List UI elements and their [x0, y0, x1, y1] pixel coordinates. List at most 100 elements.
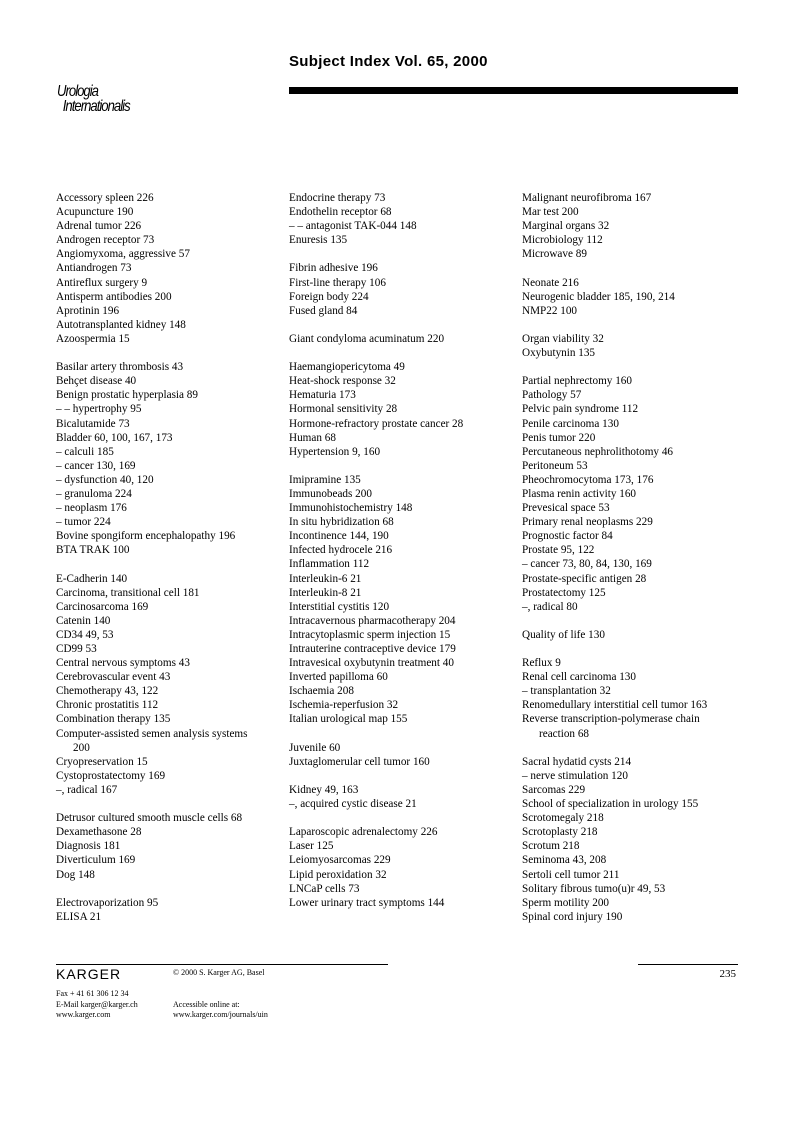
letter-group-spacer [522, 614, 757, 628]
index-entry: Microbiology 112 [522, 234, 603, 247]
index-entry: ELISA 21 [56, 910, 102, 923]
index-column-2: Endocrine therapy 73 Endothelin receptor … [289, 191, 524, 910]
index-entry: Antisperm antibodies 200 [56, 290, 172, 303]
index-entry: Organ viability 32 [522, 332, 604, 345]
index-entry: Infected hydrocele 216 [289, 544, 393, 557]
index-entry: – cancer 73, 80, 84, 130, 169 [522, 558, 652, 571]
index-entry: Imipramine 135 [289, 473, 361, 486]
index-entry: Antiandrogen 73 [56, 262, 132, 275]
index-entry: Catenin 140 [56, 614, 111, 627]
index-entry: Renal cell carcinoma 130 [522, 671, 636, 684]
index-entry: Malignant neurofibroma 167 [522, 192, 652, 204]
index-entry: Penile carcinoma 130 [522, 417, 619, 430]
index-entry: E-Cadherin 140 [56, 572, 128, 585]
letter-group-spacer [289, 811, 524, 825]
index-entry: Hormone-refractory prostate cancer 28 [289, 417, 464, 430]
index-entry: Pelvic pain syndrome 112 [522, 403, 639, 416]
index-entry: CD34 49, 53 [56, 628, 114, 641]
index-entry: Inflammation 112 [289, 558, 370, 571]
letter-group-spacer [522, 642, 757, 656]
index-entry: Interleukin-6 21 [289, 572, 362, 585]
letter-group-spacer [56, 346, 291, 360]
index-entry: Juvenile 60 [289, 741, 341, 754]
index-entry: Seminoma 43, 208 [522, 854, 607, 867]
index-entry: Prostatectomy 125 [522, 586, 606, 599]
index-entry: Primary renal neoplasms 229 [522, 516, 653, 529]
page-number: 235 [719, 968, 737, 980]
index-entry: Quality of life 130 [522, 628, 605, 641]
index-entry: Cerebrovascular event 43 [56, 671, 171, 684]
index-entry: Microwave 89 [522, 248, 587, 261]
letter-group-spacer [289, 346, 524, 360]
copyright: © 2000 S. Karger AG, Basel [173, 968, 265, 977]
index-entry: NMP22 100 [522, 304, 578, 317]
index-entry: Carcinoma, transitional cell 181 [56, 586, 200, 599]
index-entry: Heat-shock response 32 [289, 375, 396, 388]
index-entry: Interstitial cystitis 120 [289, 600, 390, 613]
index-entry: Hematuria 173 [289, 389, 356, 402]
index-entry: Enuresis 135 [289, 234, 348, 247]
email-link[interactable]: E-Mail karger@karger.ch [56, 1000, 138, 1009]
index-entry: Prostate 95, 122 [522, 544, 595, 557]
index-entry: Cryopreservation 15 [56, 755, 148, 768]
logo-line-2: Internationalis [62, 98, 131, 115]
index-entry: Intracytoplasmic sperm injection 15 [289, 628, 451, 641]
publisher-logo: KARGER [56, 966, 122, 982]
index-entry: Basilar artery thrombosis 43 [56, 361, 184, 374]
index-entry: Diverticulum 169 [56, 854, 136, 867]
index-entry: Autotransplanted kidney 148 [56, 318, 186, 331]
index-entry: Laser 125 [289, 840, 334, 853]
index-entry-continuation: reaction 68 [539, 727, 590, 740]
website-link[interactable]: www.karger.com [56, 1010, 111, 1019]
footer-rule-right [638, 964, 738, 965]
index-entry: Pathology 57 [522, 389, 582, 402]
index-entry: In situ hybridization 68 [289, 516, 394, 529]
index-entry: Fibrin adhesive 196 [289, 262, 378, 275]
index-entry: Prognostic factor 84 [522, 530, 613, 543]
index-entry: Marginal organs 32 [522, 220, 610, 233]
index-entry: Lower urinary tract symptoms 144 [289, 896, 445, 909]
index-entry: Behçet disease 40 [56, 375, 137, 388]
index-entry: Percutaneous nephrolithotomy 46 [522, 445, 674, 458]
index-entry: – tumor 224 [56, 516, 111, 529]
index-entry: Androgen receptor 73 [56, 234, 155, 247]
index-entry: – transplantation 32 [522, 685, 611, 698]
index-entry: First-line therapy 106 [289, 276, 386, 289]
index-entry: Immunobeads 200 [289, 487, 372, 500]
index-entry: Scrotum 218 [522, 840, 580, 853]
online-url-link[interactable]: www.karger.com/journals/uin [173, 1010, 268, 1019]
footer-rule-left [56, 964, 388, 965]
header-bar [289, 87, 738, 94]
letter-group-spacer [56, 797, 291, 811]
index-entry: Detrusor cultured smooth muscle cells 68 [56, 812, 243, 825]
index-entry-continuation: 200 [73, 741, 90, 754]
index-entry: Dog 148 [56, 868, 95, 881]
index-entry: Solitary fibrous tumo(u)r 49, 53 [522, 882, 666, 895]
index-entry: Aprotinin 196 [56, 304, 120, 317]
index-entry: Prevesical space 53 [522, 502, 610, 515]
index-entry: Combination therapy 135 [56, 713, 171, 726]
index-entry: Hormonal sensitivity 28 [289, 403, 398, 416]
page-title: Subject Index Vol. 65, 2000 [289, 53, 488, 70]
index-entry: Chronic prostatitis 112 [56, 699, 159, 712]
letter-group-spacer [522, 261, 757, 275]
index-entry: Central nervous symptoms 43 [56, 657, 190, 670]
journal-logo: Urologia Internationalis [57, 84, 131, 115]
letter-group-spacer [289, 318, 524, 332]
index-entry: CD99 53 [56, 643, 97, 655]
index-entry: – granuloma 224 [56, 487, 132, 500]
index-entry: Inverted papilloma 60 [289, 671, 388, 684]
letter-group-spacer [522, 318, 757, 332]
index-entry: Adrenal tumor 226 [56, 220, 142, 233]
index-entry: Endocrine therapy 73 [289, 192, 386, 204]
index-entry: Partial nephrectomy 160 [522, 375, 632, 388]
index-entry: Intravesical oxybutynin treatment 40 [289, 657, 454, 670]
index-entry: Giant condyloma acuminatum 220 [289, 332, 445, 345]
index-entry: Intracavernous pharmacotherapy 204 [289, 614, 456, 627]
index-entry: Sperm motility 200 [522, 896, 610, 909]
index-entry: –, radical 167 [56, 783, 118, 796]
index-entry: Fused gland 84 [289, 304, 358, 317]
letter-group-spacer [289, 459, 524, 473]
index-entry: Cystoprostatectomy 169 [56, 769, 166, 782]
index-entry: Laparoscopic adrenalectomy 226 [289, 826, 438, 839]
